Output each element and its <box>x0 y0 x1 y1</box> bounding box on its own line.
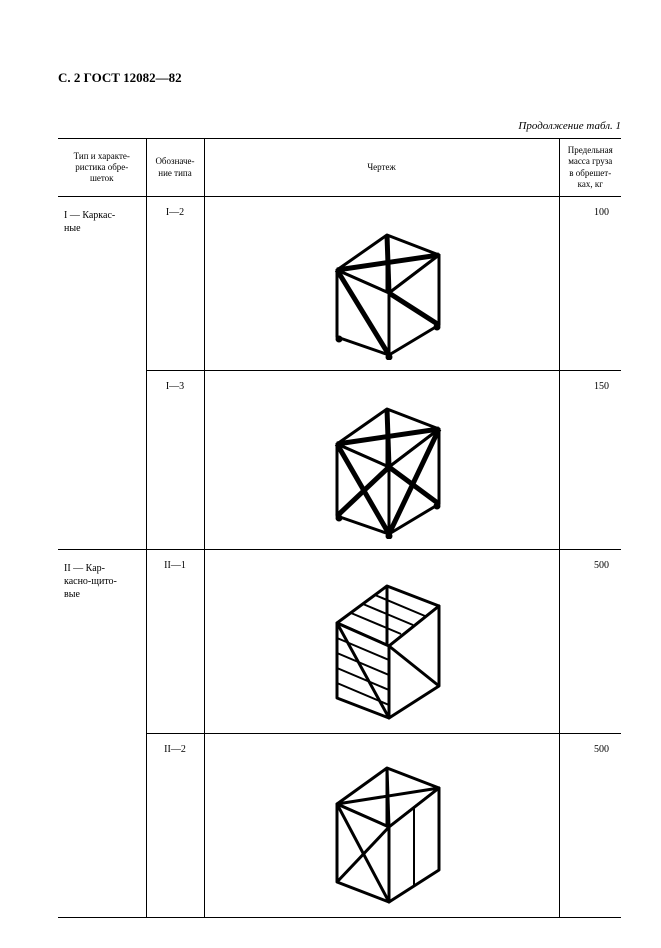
col-header-desig: Обозначе-ние типа <box>146 139 204 197</box>
table-continuation: Продолжение табл. 1 <box>58 120 621 132</box>
cell-desig: II—2 <box>146 734 204 918</box>
cell-mass: 150 <box>559 371 621 550</box>
col-header-drawing: Чертеж <box>204 139 559 197</box>
table-row: II — Кар-касно-щито-вые II—1 <box>58 550 621 734</box>
crate-icon <box>317 389 447 539</box>
table-header-row: Тип и характе-ристика обре-шеток Обознач… <box>58 139 621 197</box>
cell-desig: II—1 <box>146 550 204 734</box>
cell-drawing <box>204 550 559 734</box>
cell-type: II — Кар-касно-щито-вые <box>58 550 146 918</box>
crate-icon <box>317 568 447 723</box>
page-header: С. 2 ГОСТ 12082—82 <box>58 70 621 86</box>
crate-icon <box>317 752 447 907</box>
cell-desig: I—3 <box>146 371 204 550</box>
crates-table: Тип и характе-ристика обре-шеток Обознач… <box>58 138 621 918</box>
cell-mass: 500 <box>559 734 621 918</box>
cell-mass: 100 <box>559 197 621 371</box>
col-header-type: Тип и характе-ристика обре-шеток <box>58 139 146 197</box>
table-row: I — Каркас-ные I—2 <box>58 197 621 371</box>
cell-desig: I—2 <box>146 197 204 371</box>
col-header-mass: Предельнаямасса грузав обрешет-ках, кг <box>559 139 621 197</box>
crate-icon <box>317 215 447 360</box>
cell-type: I — Каркас-ные <box>58 197 146 550</box>
cell-drawing <box>204 197 559 371</box>
cell-mass: 500 <box>559 550 621 734</box>
cell-drawing <box>204 734 559 918</box>
cell-drawing <box>204 371 559 550</box>
